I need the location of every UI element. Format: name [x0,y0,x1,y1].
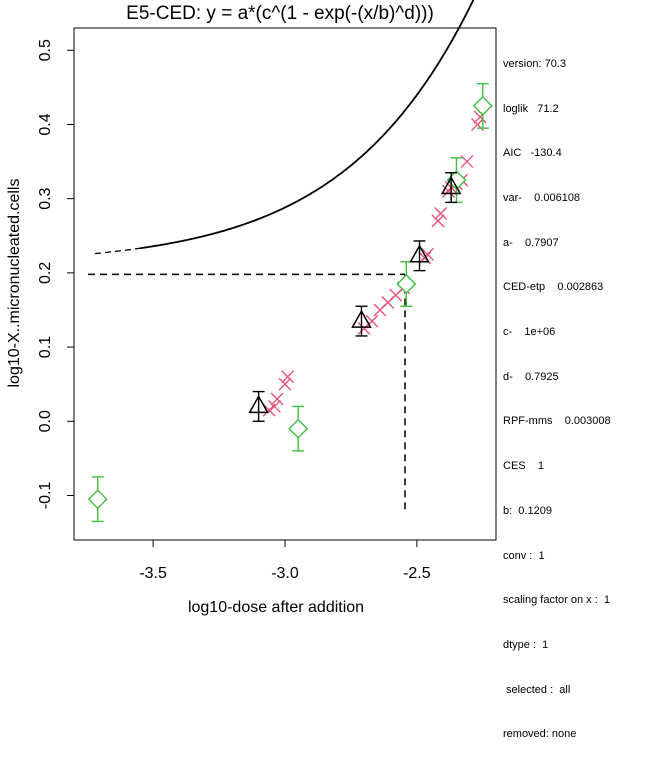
y-axis: -0.1 0.0 0.1 0.2 0.3 0.4 0.5 [37,39,74,509]
green-diamond-layer [87,82,493,523]
data-point-diamond [472,82,493,129]
info-removed: removed: none [503,728,577,741]
selected-data-layer [262,110,487,417]
info-scaling: scaling factor on x : 1 [503,594,610,607]
triangle-mark [440,176,462,195]
data-point-cross [270,392,284,406]
x-axis-label: log10-dose after addition [188,599,364,616]
x-tick-label: -2.5 [403,565,431,582]
cross-mark [281,370,295,384]
info-conv: conv : 1 [503,549,545,562]
cross-mark [278,377,292,391]
fitted-curve-extrapolation [95,247,140,255]
data-point-triangle [351,305,372,337]
cross-mark [434,207,448,221]
data-point-diamond [87,476,108,523]
data-point-triangle [409,240,430,272]
data-point-cross [460,155,474,169]
y-tick-label: -0.1 [37,482,54,510]
fitted-curve [139,0,475,250]
cross-mark [460,155,474,169]
triangle-mark [409,244,430,263]
x-tick-label: -3.5 [139,565,167,582]
data-point-triangle [440,171,462,204]
data-point-cross [420,247,434,261]
diamond-mark [396,274,417,294]
data-point-cross [434,207,448,221]
data-point-cross [278,377,292,391]
data-point-diamond [396,261,417,307]
data-point-diamond [288,405,309,452]
info-rpf-mms: RPF-mms 0.003008 [503,415,611,428]
diamond-mark [87,489,108,510]
data-point-cross [267,399,281,413]
info-version: version: 70.3 [503,57,566,70]
triangle-mark [248,394,269,414]
data-point-cross [365,314,379,328]
data-point-triangle [248,390,269,422]
x-axis: -3.5 -3.0 -2.5 [139,540,431,582]
info-a: a- 0.7907 [503,236,559,249]
diamond-mark [288,418,309,439]
cross-mark [420,247,434,261]
cross-mark [365,314,379,328]
y-tick-label: 0.2 [37,262,54,284]
y-tick-label: 0.1 [37,336,54,358]
info-ces: CES 1 [503,460,544,473]
fitted-curve-layer [95,0,475,255]
info-c: c- 1e+06 [503,326,556,339]
y-tick-label: 0.4 [37,113,54,135]
info-var: var- 0.006108 [503,191,581,204]
y-tick-label: 0.3 [37,187,54,209]
cross-mark [267,399,281,413]
x-tick-label: -3.0 [271,565,299,582]
cross-mark [431,214,445,228]
info-selected: selected : all [503,683,571,696]
model-info-panel: version: 70.3 loglik 71.2 AIC -130.4 var… [503,27,611,757]
info-aic: AIC -130.4 [503,147,562,160]
y-tick-label: 0.0 [37,410,54,432]
info-loglik: loglik 71.2 [503,102,559,115]
chart-title: E5-CED: y = a*(c^(1 - exp(-(x/b)^d))) [126,3,434,24]
y-tick-label: 0.5 [37,39,54,61]
group-mean-layer [248,171,462,422]
info-dtype: dtype : 1 [503,638,549,651]
cross-mark [270,392,284,406]
triangle-mark [351,309,372,328]
ced-reference-lines [88,273,406,511]
plot-frame [73,27,497,541]
chart: E5-CED: y = a*(c^(1 - exp(-(x/b)^d))) -3… [6,0,497,616]
info-d: d- 0.7925 [503,370,559,383]
info-b: b: 0.1209 [503,504,552,517]
data-point-cross [431,214,445,228]
info-ced-etp: CED-etp 0.002863 [503,281,604,294]
y-axis-label: log10-X..micronucleated.cells [6,179,23,388]
diamond-mark [472,95,493,116]
diamond-mark [446,170,467,191]
data-point-cross [281,370,295,384]
